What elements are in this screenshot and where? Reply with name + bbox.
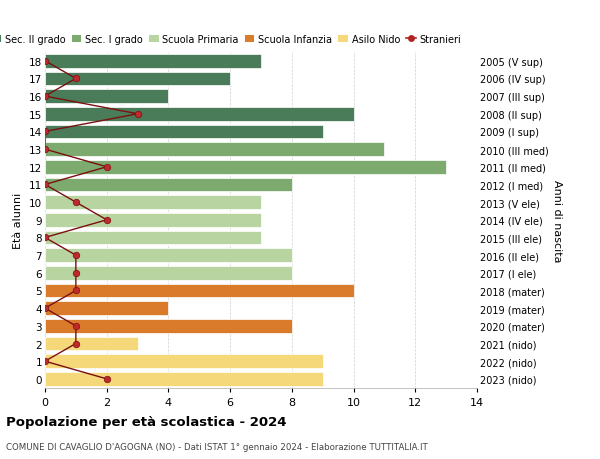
Bar (45, 196, 261, 210)
Bar (45, 55, 261, 68)
Bar (45, 266, 292, 280)
Bar (45, 73, 230, 86)
Point (71, 323, 80, 330)
Point (40, 93, 50, 101)
Point (40, 58, 50, 65)
Point (133, 111, 142, 118)
Bar (45, 284, 353, 298)
Bar (45, 143, 385, 157)
Bar (45, 125, 323, 139)
Bar (45, 319, 292, 333)
Bar (45, 372, 323, 386)
Bar (45, 178, 292, 192)
Point (102, 375, 112, 383)
Point (40, 358, 50, 365)
Point (102, 164, 112, 171)
Bar (45, 249, 292, 263)
Legend: Sec. II grado, Sec. I grado, Scuola Primaria, Scuola Infanzia, Asilo Nido, Stran: Sec. II grado, Sec. I grado, Scuola Prim… (0, 34, 461, 45)
Point (71, 76, 80, 83)
Bar (45, 337, 137, 351)
Bar (45, 302, 169, 315)
Bar (45, 161, 446, 174)
Y-axis label: Anni di nascita: Anni di nascita (553, 179, 562, 262)
Point (71, 252, 80, 259)
Bar (45, 213, 261, 227)
Bar (45, 90, 169, 104)
Bar (45, 107, 353, 121)
Point (40, 305, 50, 312)
Point (71, 269, 80, 277)
Point (40, 129, 50, 136)
Point (40, 234, 50, 241)
Text: Popolazione per età scolastica - 2024: Popolazione per età scolastica - 2024 (6, 415, 287, 428)
Point (71, 287, 80, 295)
Bar (45, 231, 261, 245)
Point (71, 340, 80, 347)
Point (40, 181, 50, 189)
Point (40, 146, 50, 153)
Text: COMUNE DI CAVAGLIO D'AGOGNA (NO) - Dati ISTAT 1° gennaio 2024 - Elaborazione TUT: COMUNE DI CAVAGLIO D'AGOGNA (NO) - Dati … (6, 442, 428, 451)
Y-axis label: Età alunni: Età alunni (13, 192, 23, 248)
Bar (45, 354, 323, 368)
Point (71, 199, 80, 207)
Point (102, 217, 112, 224)
